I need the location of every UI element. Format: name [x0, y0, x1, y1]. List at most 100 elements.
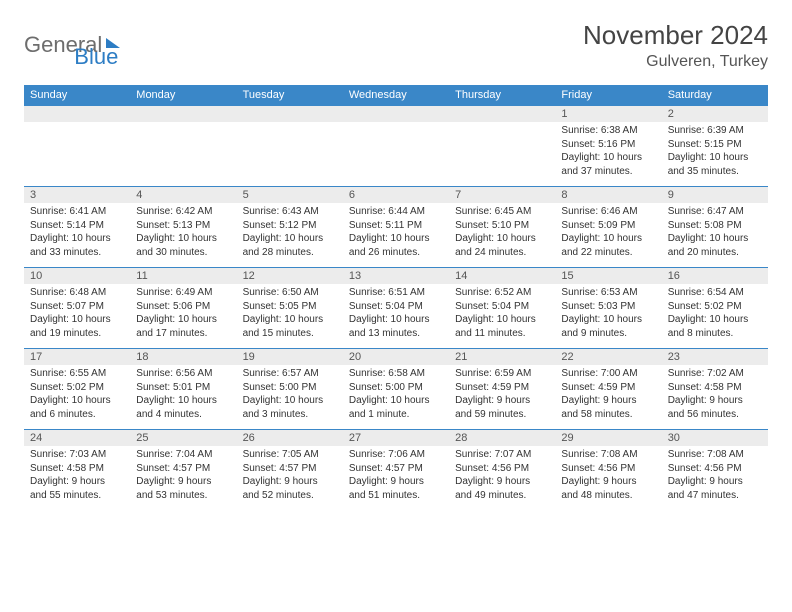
daylight-text: Daylight: 9 hours and 55 minutes.: [30, 475, 124, 502]
day-info: Sunrise: 6:56 AMSunset: 5:01 PMDaylight:…: [130, 365, 236, 430]
sunset-text: Sunset: 5:00 PM: [243, 381, 337, 395]
sunrise-text: Sunrise: 6:56 AM: [136, 367, 230, 381]
day-number: 15: [555, 268, 661, 285]
page-header: General Blue November 2024 Gulveren, Tur…: [24, 20, 768, 71]
sunset-text: Sunset: 5:02 PM: [668, 300, 762, 314]
day-number: 24: [24, 430, 130, 447]
day-info-row: Sunrise: 6:55 AMSunset: 5:02 PMDaylight:…: [24, 365, 768, 430]
day-info: [130, 122, 236, 187]
sunset-text: Sunset: 5:14 PM: [30, 219, 124, 233]
day-number: [449, 106, 555, 123]
sunrise-text: Sunrise: 7:05 AM: [243, 448, 337, 462]
day-number-row: 3456789: [24, 187, 768, 204]
day-info-row: Sunrise: 7:03 AMSunset: 4:58 PMDaylight:…: [24, 446, 768, 510]
weekday-header: Sunday: [24, 85, 130, 106]
sunrise-text: Sunrise: 7:04 AM: [136, 448, 230, 462]
day-number-row: 24252627282930: [24, 430, 768, 447]
day-info-row: Sunrise: 6:48 AMSunset: 5:07 PMDaylight:…: [24, 284, 768, 349]
day-info: Sunrise: 6:39 AMSunset: 5:15 PMDaylight:…: [662, 122, 768, 187]
daylight-text: Daylight: 10 hours and 9 minutes.: [561, 313, 655, 340]
daylight-text: Daylight: 9 hours and 56 minutes.: [668, 394, 762, 421]
daylight-text: Daylight: 10 hours and 15 minutes.: [243, 313, 337, 340]
day-number: 27: [343, 430, 449, 447]
sunset-text: Sunset: 5:06 PM: [136, 300, 230, 314]
weekday-header-row: Sunday Monday Tuesday Wednesday Thursday…: [24, 85, 768, 106]
day-number: 28: [449, 430, 555, 447]
sunset-text: Sunset: 5:08 PM: [668, 219, 762, 233]
day-number: 21: [449, 349, 555, 366]
sunset-text: Sunset: 4:57 PM: [136, 462, 230, 476]
sunset-text: Sunset: 4:59 PM: [455, 381, 549, 395]
day-info: Sunrise: 6:45 AMSunset: 5:10 PMDaylight:…: [449, 203, 555, 268]
daylight-text: Daylight: 10 hours and 6 minutes.: [30, 394, 124, 421]
daylight-text: Daylight: 9 hours and 51 minutes.: [349, 475, 443, 502]
day-info: Sunrise: 7:05 AMSunset: 4:57 PMDaylight:…: [237, 446, 343, 510]
daylight-text: Daylight: 10 hours and 8 minutes.: [668, 313, 762, 340]
daylight-text: Daylight: 10 hours and 17 minutes.: [136, 313, 230, 340]
day-number: [343, 106, 449, 123]
day-number: [130, 106, 236, 123]
daylight-text: Daylight: 9 hours and 52 minutes.: [243, 475, 337, 502]
day-info: [343, 122, 449, 187]
daylight-text: Daylight: 10 hours and 20 minutes.: [668, 232, 762, 259]
sunrise-text: Sunrise: 6:59 AM: [455, 367, 549, 381]
day-number-row: 17181920212223: [24, 349, 768, 366]
day-info: Sunrise: 7:00 AMSunset: 4:59 PMDaylight:…: [555, 365, 661, 430]
sunset-text: Sunset: 5:02 PM: [30, 381, 124, 395]
day-number: 26: [237, 430, 343, 447]
day-info: Sunrise: 6:53 AMSunset: 5:03 PMDaylight:…: [555, 284, 661, 349]
sunrise-text: Sunrise: 7:07 AM: [455, 448, 549, 462]
month-title: November 2024: [583, 20, 768, 51]
daylight-text: Daylight: 10 hours and 33 minutes.: [30, 232, 124, 259]
day-number: 14: [449, 268, 555, 285]
calendar-table: Sunday Monday Tuesday Wednesday Thursday…: [24, 85, 768, 510]
weekday-header: Tuesday: [237, 85, 343, 106]
day-number: 11: [130, 268, 236, 285]
sunset-text: Sunset: 5:04 PM: [349, 300, 443, 314]
day-number: 29: [555, 430, 661, 447]
sunrise-text: Sunrise: 6:50 AM: [243, 286, 337, 300]
daylight-text: Daylight: 9 hours and 48 minutes.: [561, 475, 655, 502]
day-info: Sunrise: 6:55 AMSunset: 5:02 PMDaylight:…: [24, 365, 130, 430]
sunrise-text: Sunrise: 6:55 AM: [30, 367, 124, 381]
sunrise-text: Sunrise: 6:45 AM: [455, 205, 549, 219]
day-info: Sunrise: 6:59 AMSunset: 4:59 PMDaylight:…: [449, 365, 555, 430]
day-info: Sunrise: 6:50 AMSunset: 5:05 PMDaylight:…: [237, 284, 343, 349]
sunrise-text: Sunrise: 7:06 AM: [349, 448, 443, 462]
daylight-text: Daylight: 10 hours and 4 minutes.: [136, 394, 230, 421]
day-info: [237, 122, 343, 187]
day-number: 7: [449, 187, 555, 204]
day-number: 16: [662, 268, 768, 285]
day-number: 2: [662, 106, 768, 123]
day-info-row: Sunrise: 6:41 AMSunset: 5:14 PMDaylight:…: [24, 203, 768, 268]
daylight-text: Daylight: 9 hours and 47 minutes.: [668, 475, 762, 502]
daylight-text: Daylight: 10 hours and 24 minutes.: [455, 232, 549, 259]
day-info: Sunrise: 6:57 AMSunset: 5:00 PMDaylight:…: [237, 365, 343, 430]
sunset-text: Sunset: 4:57 PM: [243, 462, 337, 476]
sunset-text: Sunset: 4:58 PM: [30, 462, 124, 476]
sunset-text: Sunset: 4:56 PM: [668, 462, 762, 476]
day-number: 10: [24, 268, 130, 285]
sunset-text: Sunset: 5:13 PM: [136, 219, 230, 233]
sunrise-text: Sunrise: 6:46 AM: [561, 205, 655, 219]
day-number: 18: [130, 349, 236, 366]
day-info: Sunrise: 7:08 AMSunset: 4:56 PMDaylight:…: [662, 446, 768, 510]
weekday-header: Thursday: [449, 85, 555, 106]
day-info: Sunrise: 7:07 AMSunset: 4:56 PMDaylight:…: [449, 446, 555, 510]
daylight-text: Daylight: 10 hours and 13 minutes.: [349, 313, 443, 340]
sunset-text: Sunset: 5:16 PM: [561, 138, 655, 152]
sunrise-text: Sunrise: 6:44 AM: [349, 205, 443, 219]
sunrise-text: Sunrise: 6:43 AM: [243, 205, 337, 219]
title-block: November 2024 Gulveren, Turkey: [583, 20, 768, 71]
day-number: 23: [662, 349, 768, 366]
logo-word2: Blue: [74, 44, 118, 70]
weekday-header: Wednesday: [343, 85, 449, 106]
sunrise-text: Sunrise: 7:08 AM: [561, 448, 655, 462]
day-number: 30: [662, 430, 768, 447]
day-number-row: 12: [24, 106, 768, 123]
day-info: Sunrise: 7:04 AMSunset: 4:57 PMDaylight:…: [130, 446, 236, 510]
location-label: Gulveren, Turkey: [583, 53, 768, 71]
sunset-text: Sunset: 5:05 PM: [243, 300, 337, 314]
sunset-text: Sunset: 5:10 PM: [455, 219, 549, 233]
sunset-text: Sunset: 5:03 PM: [561, 300, 655, 314]
